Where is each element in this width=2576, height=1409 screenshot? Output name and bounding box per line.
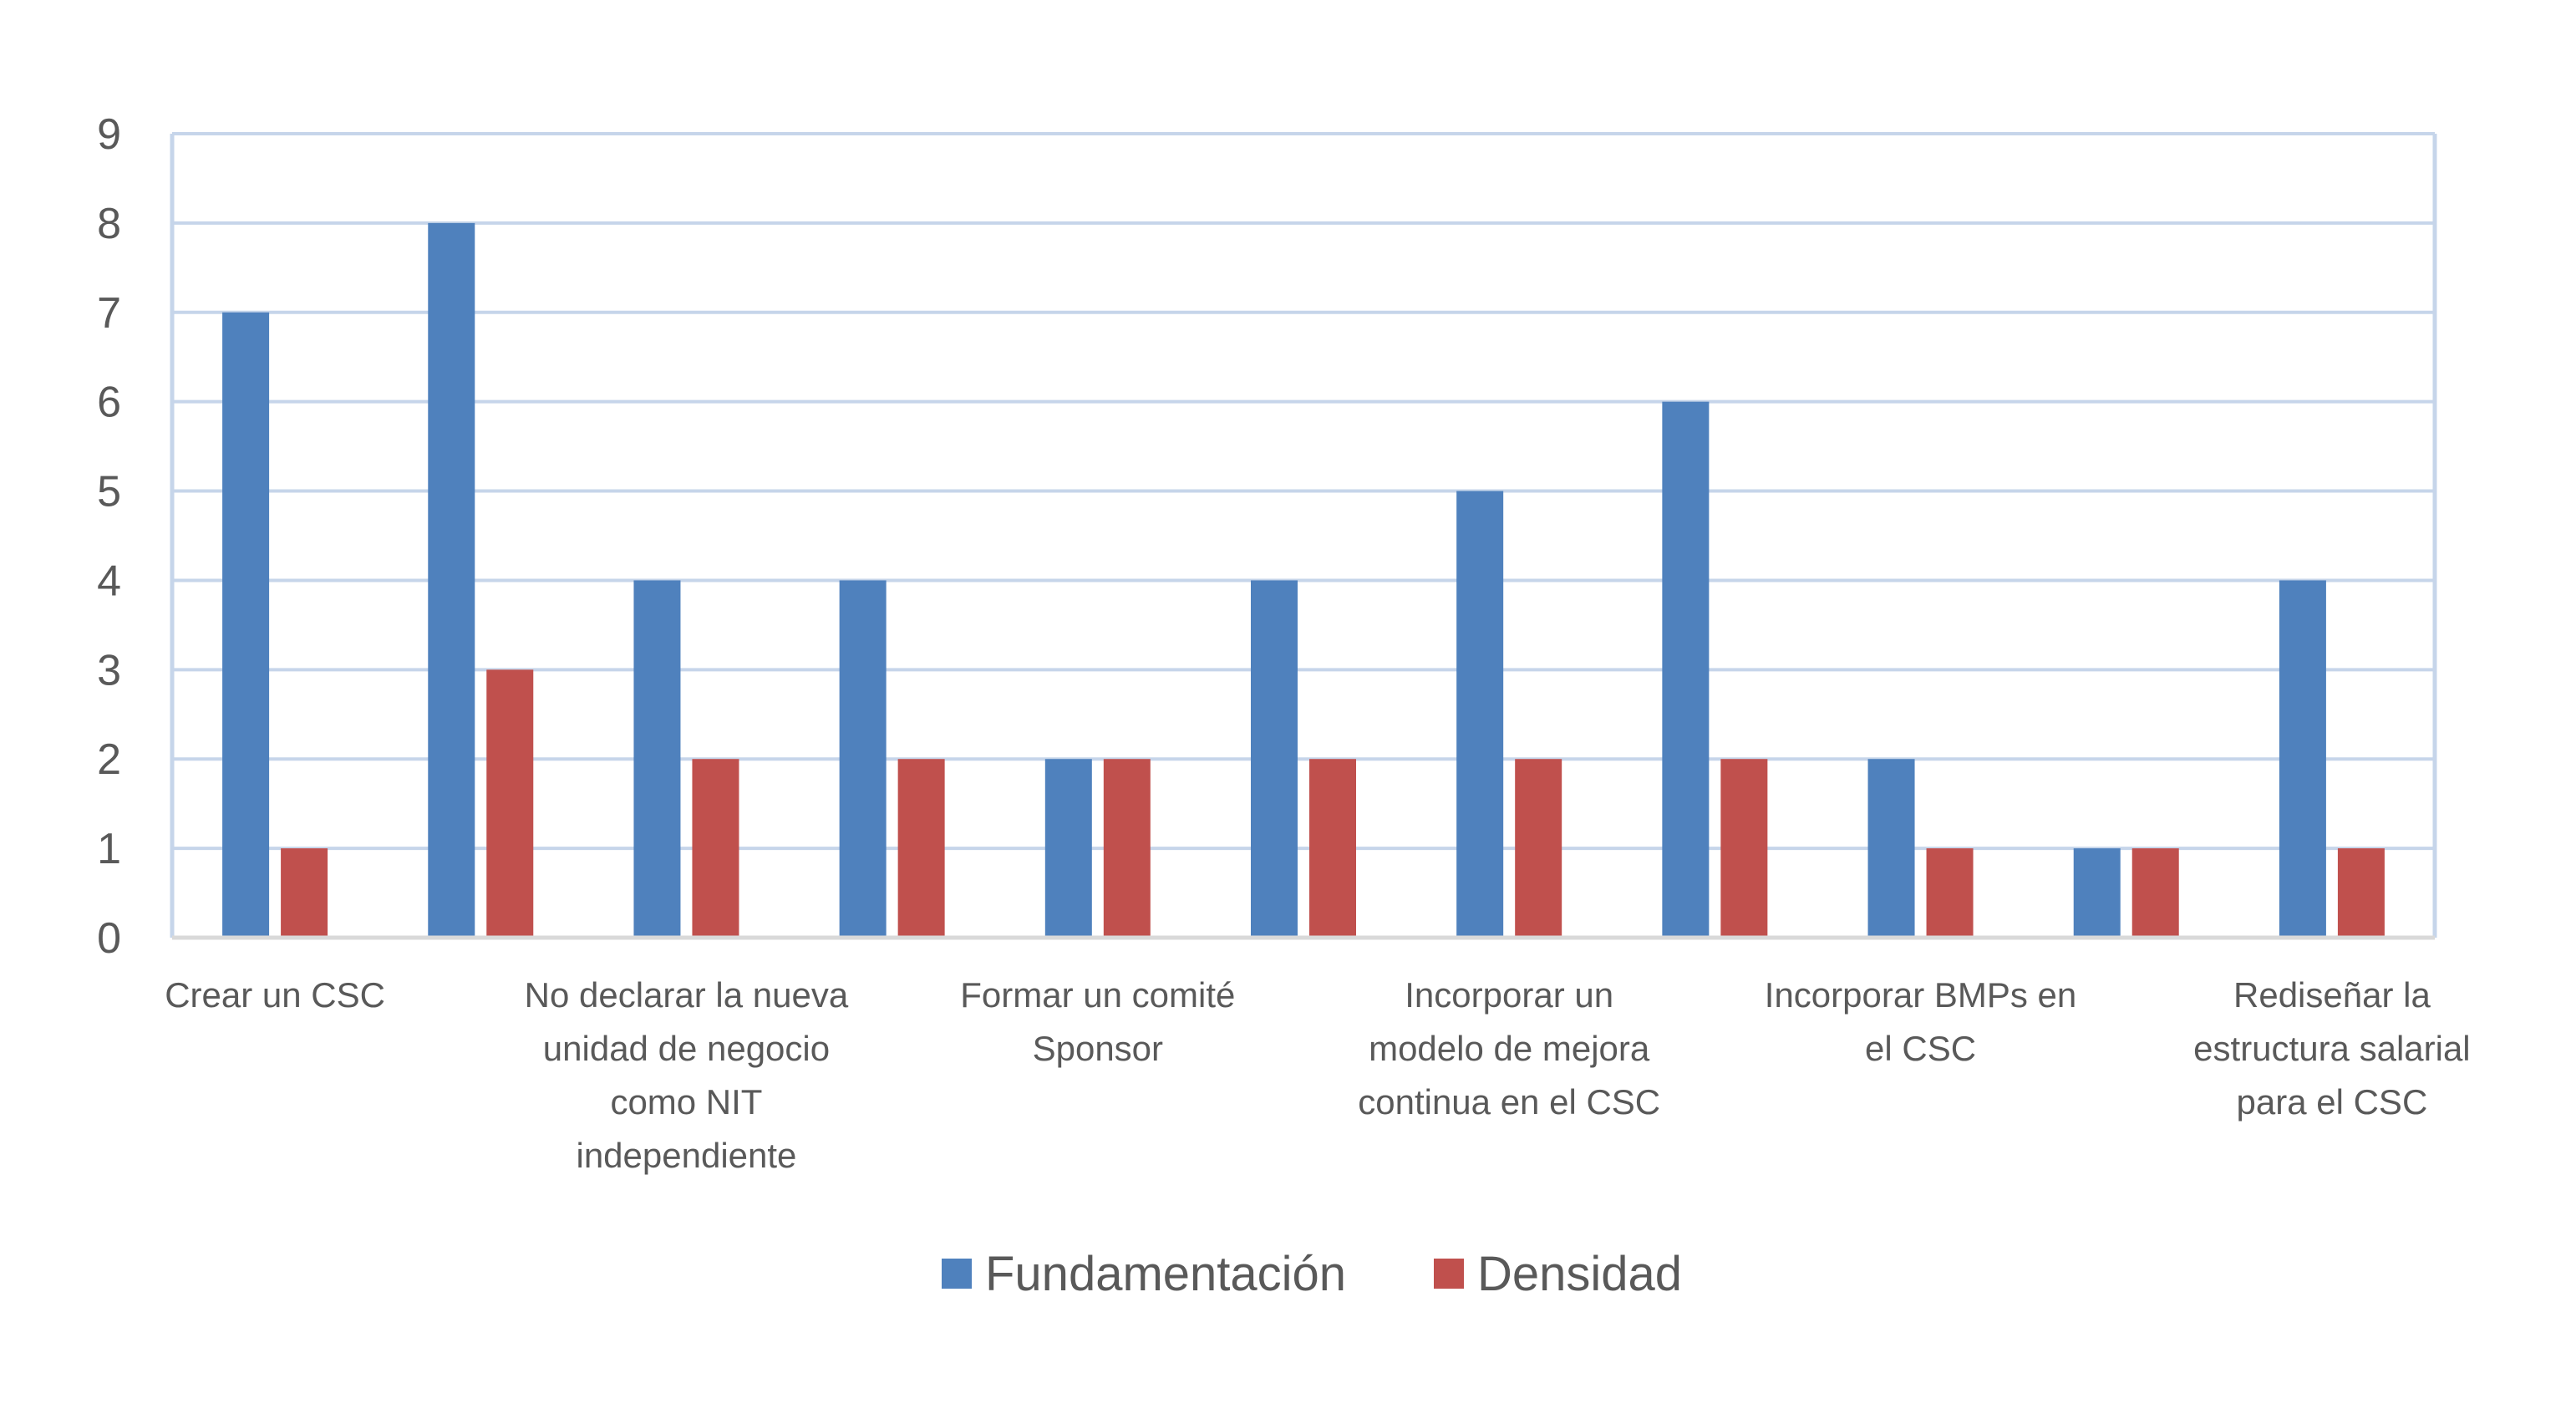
legend-swatch-densidad — [1434, 1259, 1464, 1289]
legend-label-densidad: Densidad — [1477, 1247, 1682, 1301]
bar-densidad — [1103, 759, 1151, 938]
y-tick-label: 6 — [97, 379, 121, 427]
bar-densidad — [1926, 848, 1974, 938]
bar-densidad — [281, 848, 328, 938]
bar-densidad — [2131, 848, 2179, 938]
legend-label-fundamentacion: Fundamentación — [985, 1247, 1346, 1301]
bar-densidad — [897, 759, 945, 938]
bars — [222, 222, 2385, 938]
bar-fundamentacion — [2073, 848, 2121, 938]
x-tick-label: Rediseñar la estructura salarial para el C… — [2193, 975, 2470, 1122]
bar-fundamentacion — [839, 580, 887, 938]
gridlines — [170, 132, 2437, 938]
bar-fundamentacion — [1662, 401, 1710, 938]
x-tick-label: Formar un comité Sponsor — [960, 975, 1235, 1068]
bar-densidad — [1720, 759, 1768, 938]
bar-densidad — [1309, 759, 1356, 938]
y-tick-label: 0 — [97, 914, 121, 963]
y-tick-label: 2 — [97, 735, 121, 784]
bar-fundamentacion — [428, 222, 475, 938]
y-tick-labels: 0 1 2 3 4 5 6 7 8 9 — [97, 110, 121, 963]
y-tick-label: 3 — [97, 646, 121, 694]
x-tick-label: Incorporar un modelo de mejora continua en… — [1358, 975, 1660, 1122]
bar-fundamentacion — [2279, 580, 2326, 938]
bar-fundamentacion — [1867, 759, 1915, 938]
x-tick-label: Incorporar BMPs en el CSC — [1765, 975, 2077, 1068]
legend-swatch-fundamentacion — [942, 1259, 972, 1289]
x-tick-label: Crear un CSC — [165, 975, 385, 1015]
x-tick-labels: Crear un CSC No declarar la nueva unidad d… — [165, 975, 2470, 1175]
bar-densidad — [1515, 759, 1562, 938]
bar-densidad — [2337, 848, 2385, 938]
bar-fundamentacion — [633, 580, 681, 938]
bar-fundamentacion — [1251, 580, 1298, 938]
legend: Fundamentación Densidad — [942, 1247, 1682, 1301]
bar-densidad — [486, 669, 534, 938]
y-tick-label: 1 — [97, 825, 121, 873]
bar-fundamentacion — [222, 312, 270, 938]
x-tick-label: No declarar la nueva unidad de negocio com… — [525, 975, 849, 1175]
bar-fundamentacion — [1456, 491, 1504, 938]
bar-densidad — [692, 759, 739, 938]
y-tick-label: 7 — [97, 289, 121, 338]
y-tick-label: 9 — [97, 110, 121, 159]
bar-fundamentacion — [1044, 759, 1092, 938]
y-tick-label: 5 — [97, 468, 121, 516]
y-tick-label: 8 — [97, 200, 121, 248]
y-tick-label: 4 — [97, 557, 121, 605]
